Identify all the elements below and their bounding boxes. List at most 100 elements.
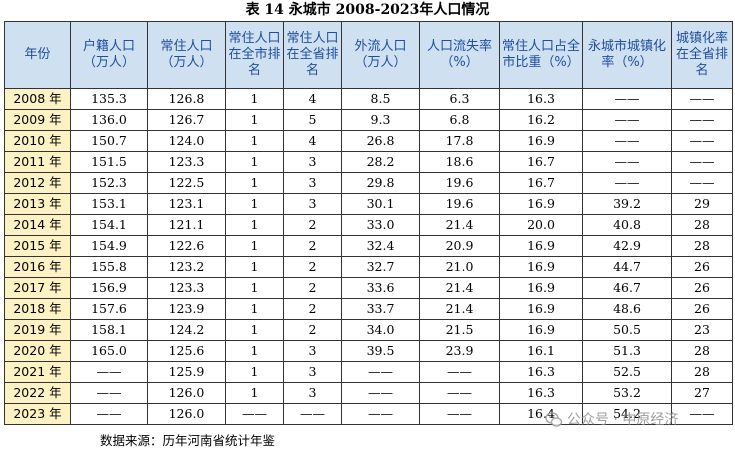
table-cell: 4 (283, 130, 342, 152)
table-cell: 16.3 (499, 382, 583, 404)
table-cell: 6.8 (419, 109, 500, 131)
table-cell: 154.9 (70, 235, 148, 257)
table-cell: 20.0 (499, 214, 583, 236)
table-cell: 16.9 (499, 130, 583, 152)
table-cell: 126.0 (147, 382, 226, 404)
table-row: 2019 年 158.1 124.2 1 2 34.0 21.5 16.9 50.5 23 (4, 319, 733, 341)
table-cell: 121.1 (147, 214, 226, 236)
year-cell: 2022 年 (4, 382, 71, 404)
table-cell: 26 (671, 256, 733, 278)
year-cell: 2008 年 (4, 88, 71, 110)
table-cell: 136.0 (70, 109, 148, 131)
table-cell: 123.1 (147, 193, 226, 215)
header-cell: 永城市城镇化率（%） (582, 21, 672, 89)
population-table: 年份 户籍人口（万人） 常住人口（万人） 常住人口在全市排名 常住人口在全省排名… (4, 21, 733, 425)
header-cell: 年份 (4, 21, 71, 89)
table-cell: 152.3 (70, 172, 148, 194)
table-cell: 19.6 (419, 193, 500, 215)
table-cell: 1 (225, 340, 284, 362)
table-cell: 28 (671, 340, 733, 362)
table-cell: 32.4 (341, 235, 420, 257)
header-row: 年份 户籍人口（万人） 常住人口（万人） 常住人口在全市排名 常住人口在全省排名… (4, 21, 733, 89)
table-row: 2017 年 156.9 123.3 1 2 33.6 21.4 16.9 46.7 26 (4, 277, 733, 299)
table-cell: 3 (283, 340, 342, 362)
table-row: 2014 年 154.1 121.1 1 2 33.0 21.4 20.0 40.8 28 (4, 214, 733, 236)
header-cell: 户籍人口（万人） (70, 21, 148, 89)
table-cell: 17.8 (419, 130, 500, 152)
table-cell: 23 (671, 319, 733, 341)
table-cell: —— (70, 361, 148, 383)
table-cell: 46.7 (582, 277, 672, 299)
table-cell: 16.9 (499, 319, 583, 341)
table-cell: 16.2 (499, 109, 583, 131)
table-cell: 39.5 (341, 340, 420, 362)
table-cell: 1 (225, 130, 284, 152)
table-cell: 40.8 (582, 214, 672, 236)
table-cell: 126.8 (147, 88, 226, 110)
table-cell: 21.0 (419, 256, 500, 278)
table-row: 2008 年 135.3 126.8 1 4 8.5 6.3 16.3 —— —— (4, 88, 733, 110)
table-cell: 1 (225, 214, 284, 236)
table-cell: 32.7 (341, 256, 420, 278)
table-cell: 16.4 (499, 403, 583, 425)
table-cell: 2 (283, 298, 342, 320)
table-cell: 20.9 (419, 235, 500, 257)
table-row: 2018 年 157.6 123.9 1 2 33.7 21.4 16.9 48.6 26 (4, 298, 733, 320)
year-cell: 2018 年 (4, 298, 71, 320)
table-cell: 33.0 (341, 214, 420, 236)
table-cell: 135.3 (70, 88, 148, 110)
table-row: 2012 年 152.3 122.5 1 3 29.8 19.6 16.7 —— —— (4, 172, 733, 194)
year-cell: 2011 年 (4, 151, 71, 173)
table-cell: 19.6 (419, 172, 500, 194)
table-cell: 157.6 (70, 298, 148, 320)
watermark-text: 公众号 · 中原经济 (567, 412, 679, 428)
wechat-icon (545, 411, 563, 429)
table-cell: 3 (283, 193, 342, 215)
table-cell: 23.9 (419, 340, 500, 362)
table-cell: 154.1 (70, 214, 148, 236)
table-cell: 123.3 (147, 277, 226, 299)
table-cell: 150.7 (70, 130, 148, 152)
year-cell: 2020 年 (4, 340, 71, 362)
table-cell: 21.4 (419, 298, 500, 320)
year-cell: 2017 年 (4, 277, 71, 299)
year-cell: 2015 年 (4, 235, 71, 257)
table-cell: 2 (283, 319, 342, 341)
year-cell: 2012 年 (4, 172, 71, 194)
table-cell: —— (582, 130, 672, 152)
table-row: 2021 年 —— 125.9 1 3 —— —— 16.3 52.5 28 (4, 361, 733, 383)
table-cell: —— (671, 151, 733, 173)
header-cell: 常住人口占全市比重（%） (499, 21, 583, 89)
table-cell: 122.5 (147, 172, 226, 194)
table-cell: 29 (671, 193, 733, 215)
table-cell: 16.9 (499, 277, 583, 299)
table-body: 2008 年 135.3 126.8 1 4 8.5 6.3 16.3 —— —— 2009 年 13… (4, 88, 733, 425)
table-cell: —— (671, 109, 733, 131)
table-cell: 26 (671, 277, 733, 299)
table-cell: 1 (225, 361, 284, 383)
table-cell: —— (70, 382, 148, 404)
table-cell: 126.7 (147, 109, 226, 131)
header-cell: 常住人口在全市排名 (225, 21, 284, 89)
table-cell: 1 (225, 109, 284, 131)
table-cell: 53.2 (582, 382, 672, 404)
table-cell: 3 (283, 382, 342, 404)
table-cell: 123.2 (147, 256, 226, 278)
table-cell: 1 (225, 193, 284, 215)
table-cell: 2 (283, 214, 342, 236)
table-row: 2015 年 154.9 122.6 1 2 32.4 20.9 16.9 42.9 28 (4, 235, 733, 257)
table-cell: 33.6 (341, 277, 420, 299)
data-source-note: 数据来源：历年河南省统计年鉴 (100, 433, 276, 448)
table-cell: 30.1 (341, 193, 420, 215)
table-row: 2016 年 155.8 123.2 1 2 32.7 21.0 16.9 44.7 26 (4, 256, 733, 278)
year-cell: 2016 年 (4, 256, 71, 278)
table-cell: 21.5 (419, 319, 500, 341)
watermark: 公众号 · 中原经济 (545, 408, 735, 432)
header-cell: 城镇化率在全省排名 (671, 21, 733, 89)
table-cell: 54.2 (582, 403, 672, 425)
year-cell: 2019 年 (4, 319, 71, 341)
table-cell: 16.9 (499, 298, 583, 320)
table-cell: —— (582, 151, 672, 173)
table-cell: 153.1 (70, 193, 148, 215)
table-cell: 1 (225, 235, 284, 257)
